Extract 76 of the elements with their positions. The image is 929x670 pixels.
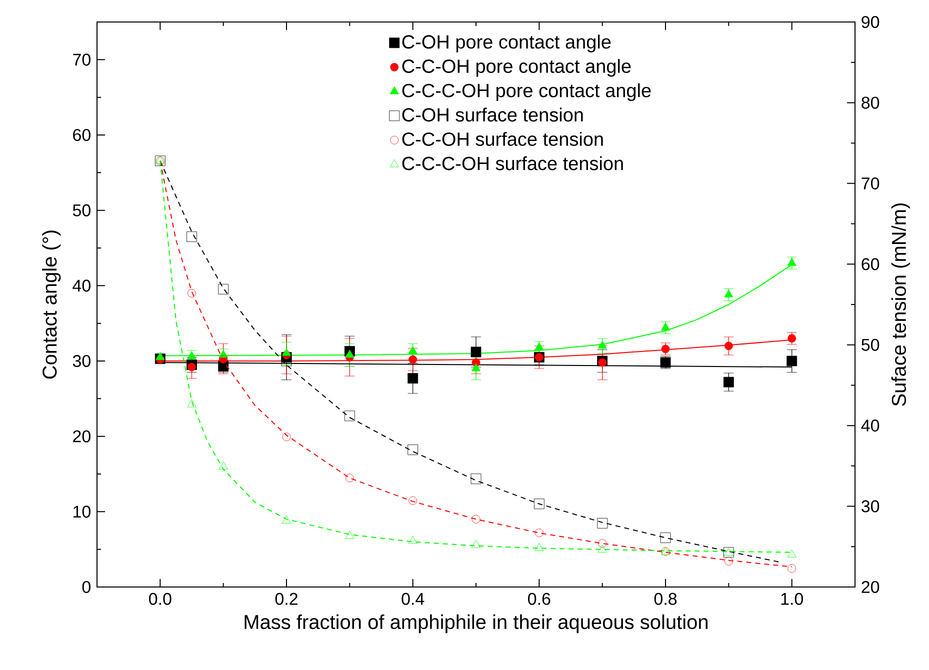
y2-tick-label: 70	[862, 177, 880, 190]
point	[408, 444, 418, 455]
y-tick-label: 50	[72, 204, 90, 216]
point	[787, 550, 796, 558]
point	[408, 355, 418, 364]
legend-label: C-C-OH pore contact angle	[402, 58, 631, 77]
x-tick-label: 1.0	[781, 592, 803, 605]
point	[724, 342, 733, 350]
point	[188, 289, 196, 298]
point	[471, 540, 481, 548]
point	[218, 462, 228, 470]
y-tick-label: 30	[72, 354, 90, 368]
point	[470, 346, 482, 358]
y-tick-label: 40	[72, 280, 90, 292]
y-tick-label: 0	[82, 580, 90, 594]
x-tick-label: 0.8	[654, 592, 677, 605]
point	[187, 399, 196, 408]
y2-tick-label: 50	[862, 338, 880, 351]
point	[472, 515, 480, 524]
x-tick-label: 0.6	[528, 592, 550, 605]
y2-tick-label: 20	[862, 580, 880, 594]
point	[344, 410, 355, 422]
point	[156, 352, 165, 360]
y2-tick-label: 90	[862, 16, 880, 28]
y2-tick-label: 60	[862, 258, 880, 270]
x-tick-label: 0.0	[149, 592, 172, 605]
point	[597, 518, 608, 528]
point	[660, 532, 671, 543]
y-tick-label: 70	[73, 54, 90, 66]
point	[660, 322, 670, 331]
point	[470, 474, 482, 484]
point	[345, 350, 354, 358]
legend-label: C-C-C-OH surface tension	[402, 156, 623, 170]
point	[723, 376, 734, 388]
point	[598, 340, 607, 349]
point	[345, 474, 354, 482]
legend-label: C-OH surface tension	[402, 108, 583, 122]
y2-tick-label: 40	[861, 420, 880, 432]
point	[534, 528, 544, 538]
y-tick-label: 10	[74, 506, 90, 518]
y2-axis-title: Suface tension (mN/m)	[891, 204, 910, 406]
point	[282, 432, 291, 442]
point	[598, 358, 607, 367]
legend-label: C-C-OH surface tension	[402, 132, 603, 146]
point	[534, 498, 544, 510]
point	[186, 232, 197, 242]
point	[661, 344, 670, 354]
y-tick-label: 60	[73, 128, 90, 142]
x-tick-label: 0.4	[402, 592, 424, 605]
x-tick-label: 0.2	[275, 592, 298, 605]
point	[724, 556, 733, 566]
point	[218, 284, 229, 294]
point	[786, 356, 798, 366]
point	[187, 351, 196, 360]
point	[724, 290, 734, 298]
point	[345, 530, 354, 539]
point	[281, 356, 292, 366]
y-tick-label: 20	[73, 430, 90, 442]
legend-label: C-OH pore contact angle	[402, 34, 611, 52]
point	[408, 373, 418, 384]
x-axis-title: Mass fraction of amphiphile in their aqueous solution	[244, 614, 708, 634]
point	[788, 564, 796, 573]
point	[598, 539, 607, 548]
point	[534, 342, 544, 350]
point	[282, 516, 292, 524]
legend-label: C-C-C-OH pore contact angle	[402, 83, 651, 102]
y2-tick-label: 80	[862, 96, 880, 109]
y-axis-title: Contact angle (°)	[42, 230, 61, 379]
y2-tick-label: 30	[862, 500, 880, 512]
point	[598, 544, 607, 553]
point	[408, 536, 418, 544]
point	[408, 346, 418, 354]
point	[408, 496, 418, 505]
point	[534, 543, 544, 551]
point	[471, 363, 481, 372]
point	[660, 357, 671, 368]
